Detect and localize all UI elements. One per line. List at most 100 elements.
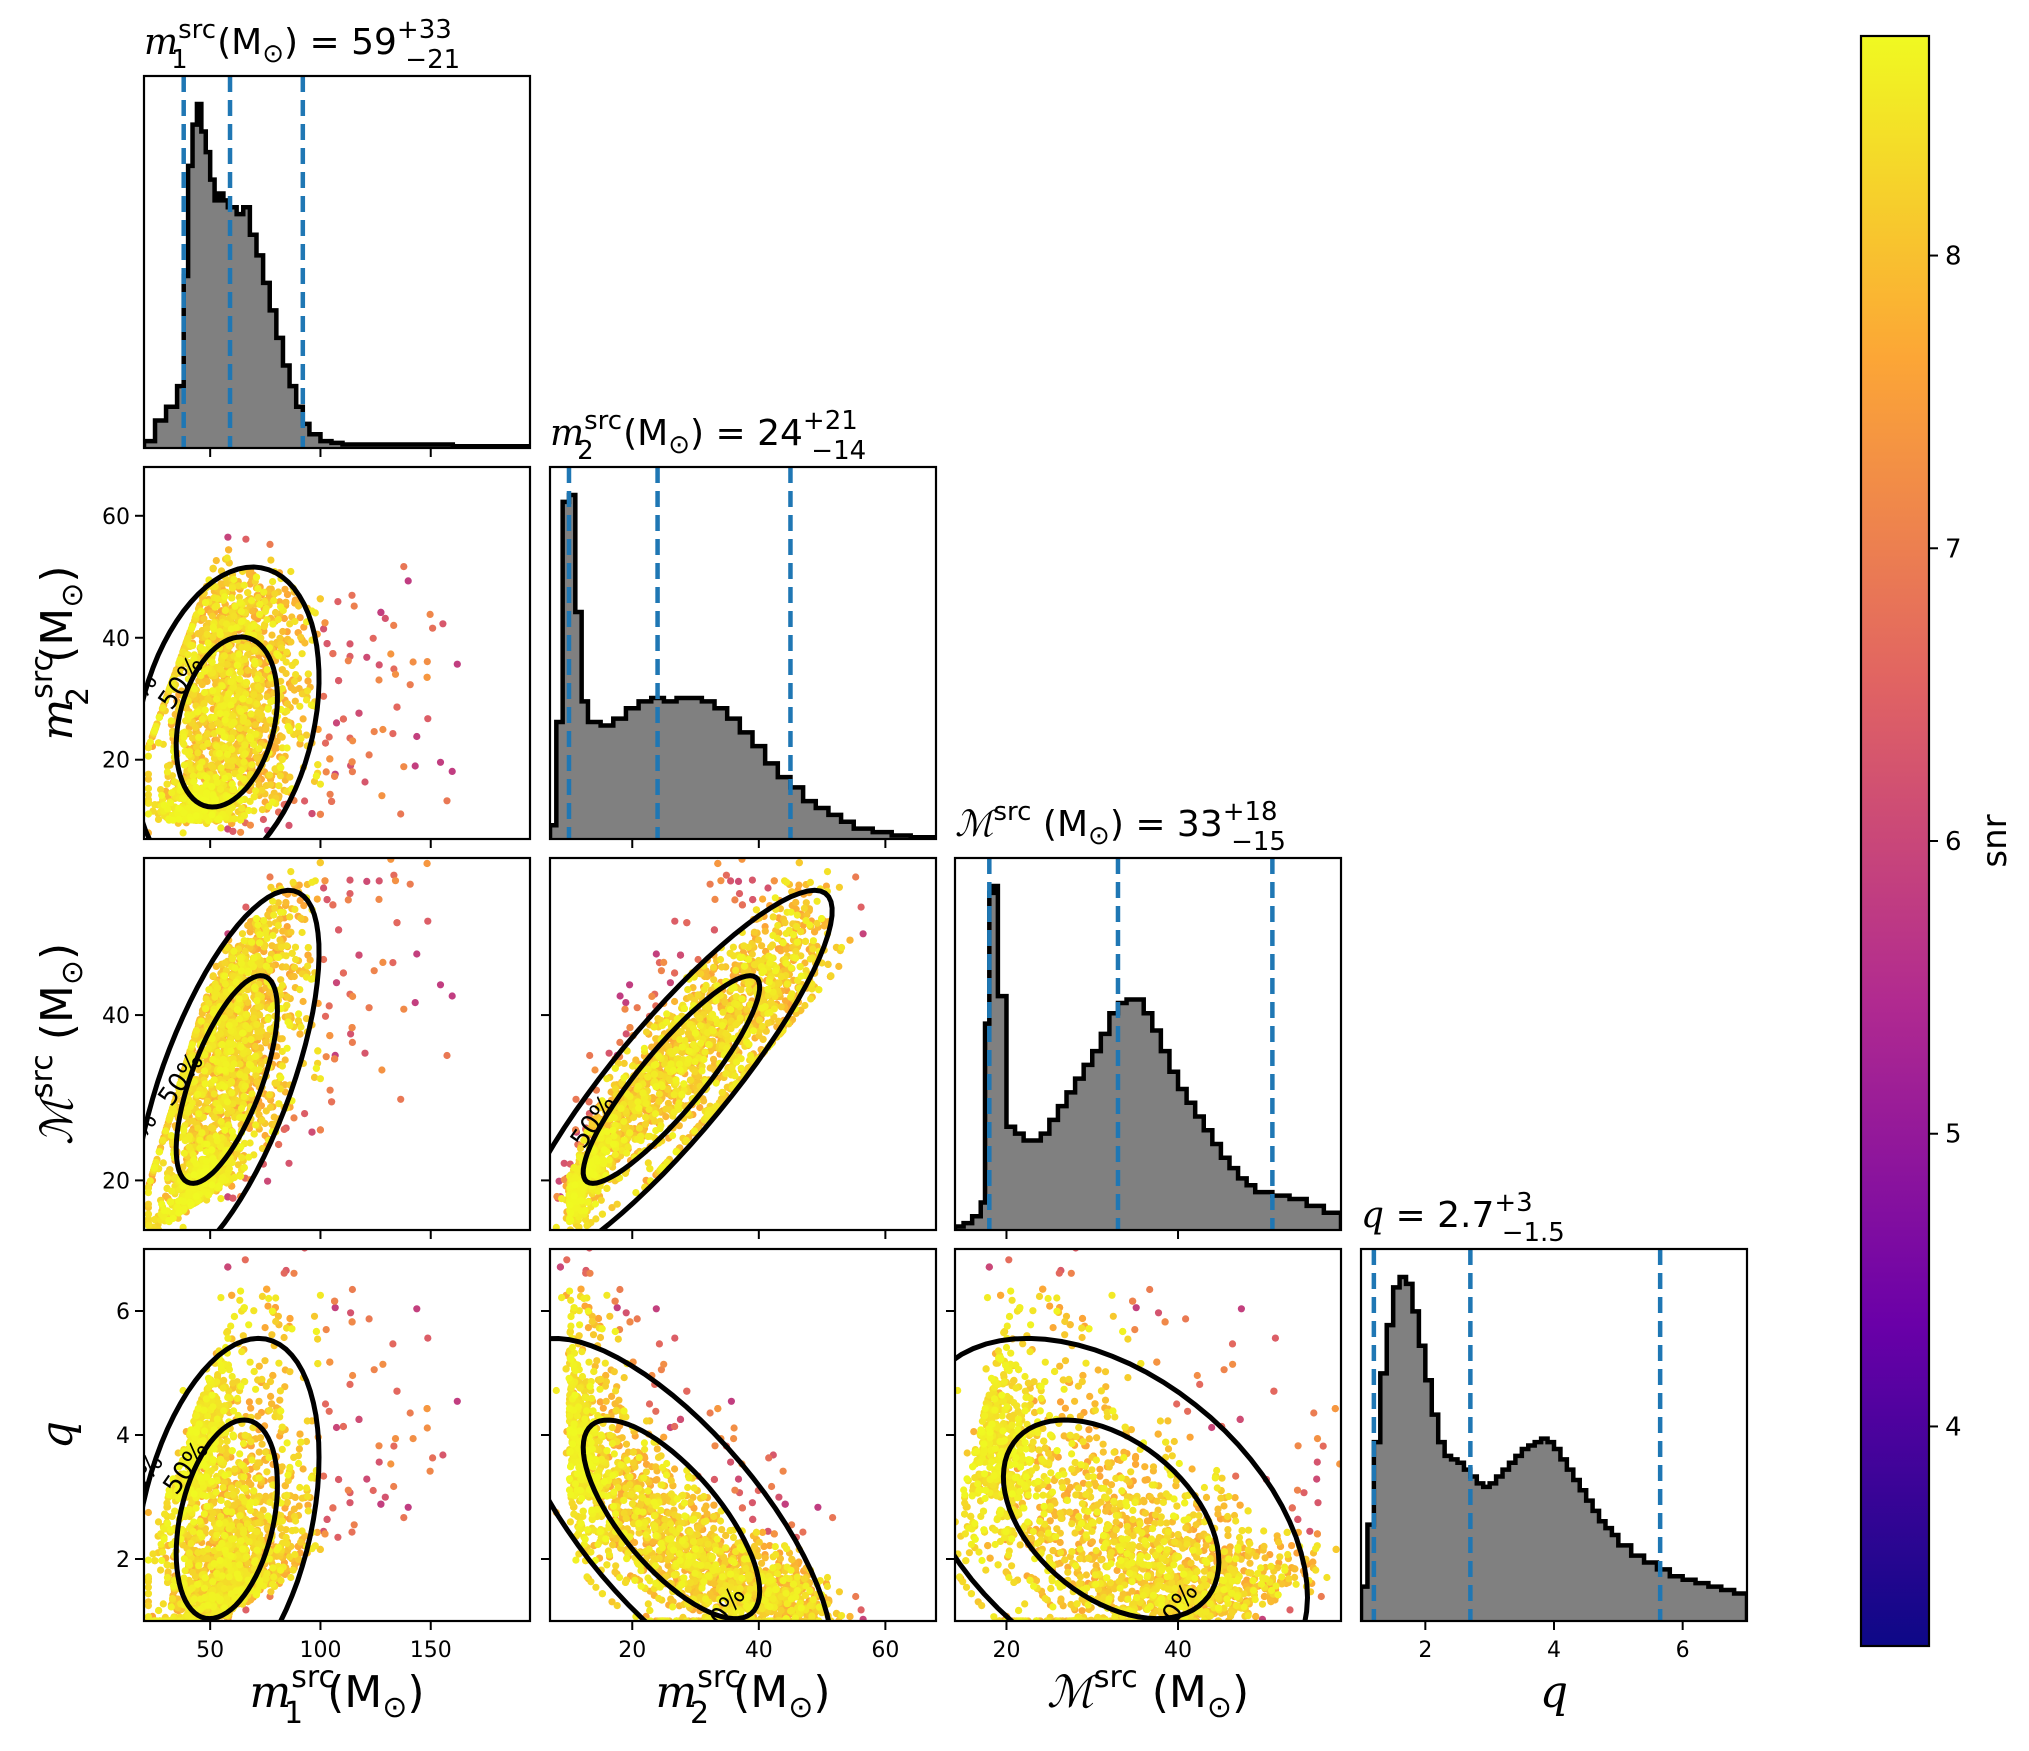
sample-point [277, 644, 285, 652]
sample-point [320, 884, 328, 892]
sample-point [228, 594, 236, 602]
sample-point [244, 666, 252, 674]
sample-point [160, 801, 168, 809]
title-minus: −21 [405, 45, 460, 75]
sample-point [252, 787, 260, 795]
sample-point [154, 815, 163, 824]
sample-point [175, 804, 183, 813]
sample-point [365, 751, 373, 759]
sample-point [316, 1126, 324, 1134]
sample-point [300, 902, 308, 910]
sample-point [211, 603, 219, 611]
sample-point [237, 816, 245, 824]
sample-point [290, 972, 298, 981]
sample-point [328, 1098, 336, 1106]
sample-point [144, 810, 152, 818]
sample-point [325, 733, 333, 741]
sample-point [201, 706, 209, 714]
sample-point [225, 690, 233, 698]
sample-point [266, 771, 274, 779]
sample-point [302, 696, 311, 704]
sample-point [227, 701, 235, 709]
sample-point [287, 638, 295, 646]
sample-point [144, 1210, 152, 1218]
sample-point [375, 895, 383, 904]
sample-point [208, 722, 216, 730]
sample-point [292, 955, 300, 964]
sample-point [248, 607, 256, 615]
sample-point [298, 928, 306, 937]
sample-point [297, 914, 305, 922]
sample-point [203, 630, 211, 639]
sample-point [308, 1128, 316, 1136]
sample-point [216, 785, 225, 794]
sample-point [210, 713, 218, 722]
sample-point [189, 772, 197, 780]
sample-point [304, 962, 312, 970]
sample-point [264, 1177, 272, 1185]
sample-point [195, 733, 203, 741]
sample-point [240, 758, 248, 766]
sample-point [436, 758, 445, 766]
sample-point [230, 815, 238, 823]
sample-point [192, 812, 200, 820]
sample-point [210, 1090, 218, 1098]
sample-point [283, 648, 291, 656]
sample-point [325, 1002, 333, 1010]
sample-point [348, 768, 356, 776]
sample-point [289, 878, 297, 887]
sample-point [235, 687, 243, 695]
sample-point [204, 817, 213, 825]
sample-point [196, 763, 204, 772]
sample-point [219, 702, 228, 710]
sample-point [242, 535, 250, 543]
y-tick-label: 60 [102, 505, 130, 530]
sample-point [217, 1195, 225, 1203]
sample-point [256, 600, 264, 608]
sample-point [306, 956, 314, 964]
sample-point [229, 683, 238, 691]
title-symbol: m [144, 22, 178, 63]
sample-point [215, 749, 223, 758]
sample-point [297, 1023, 305, 1031]
sample-point [348, 591, 356, 599]
panel-m2-vs-m2: msrc 2 (M⊙) = 24+21 −14 [548, 406, 938, 848]
sample-point [271, 904, 279, 912]
sample-point [216, 710, 224, 718]
sample-point [180, 815, 188, 824]
sample-point [213, 695, 221, 703]
sample-point [228, 955, 237, 963]
sample-point [255, 745, 263, 753]
sample-point [312, 772, 320, 780]
sample-point [258, 1144, 266, 1153]
sample-point [391, 877, 400, 885]
sample-point [443, 797, 451, 805]
sample-point [217, 824, 225, 832]
sample-point [409, 658, 417, 666]
sample-point [260, 622, 268, 631]
sample-point [203, 1097, 211, 1105]
title-plus: +33 [397, 15, 452, 45]
sample-point [290, 1114, 298, 1122]
sample-point [266, 781, 275, 789]
title-sub: 2 [577, 436, 594, 466]
sample-point [320, 625, 328, 633]
sample-point [246, 797, 254, 806]
title-minus: −14 [811, 436, 866, 466]
sample-point [329, 901, 337, 909]
sample-point [146, 738, 154, 746]
sample-point [250, 646, 258, 654]
sample-point [291, 943, 300, 951]
sample-point [423, 673, 431, 681]
sample-point [263, 693, 271, 701]
sample-point [241, 750, 249, 758]
sample-point [304, 677, 312, 685]
sample-point [339, 969, 347, 977]
sample-point [200, 688, 209, 697]
sample-point [194, 749, 202, 757]
contour-90pct [144, 564, 322, 839]
sample-point [224, 533, 232, 541]
sample-point [167, 683, 176, 691]
sample-point [220, 733, 229, 741]
sample-point [275, 1100, 283, 1108]
